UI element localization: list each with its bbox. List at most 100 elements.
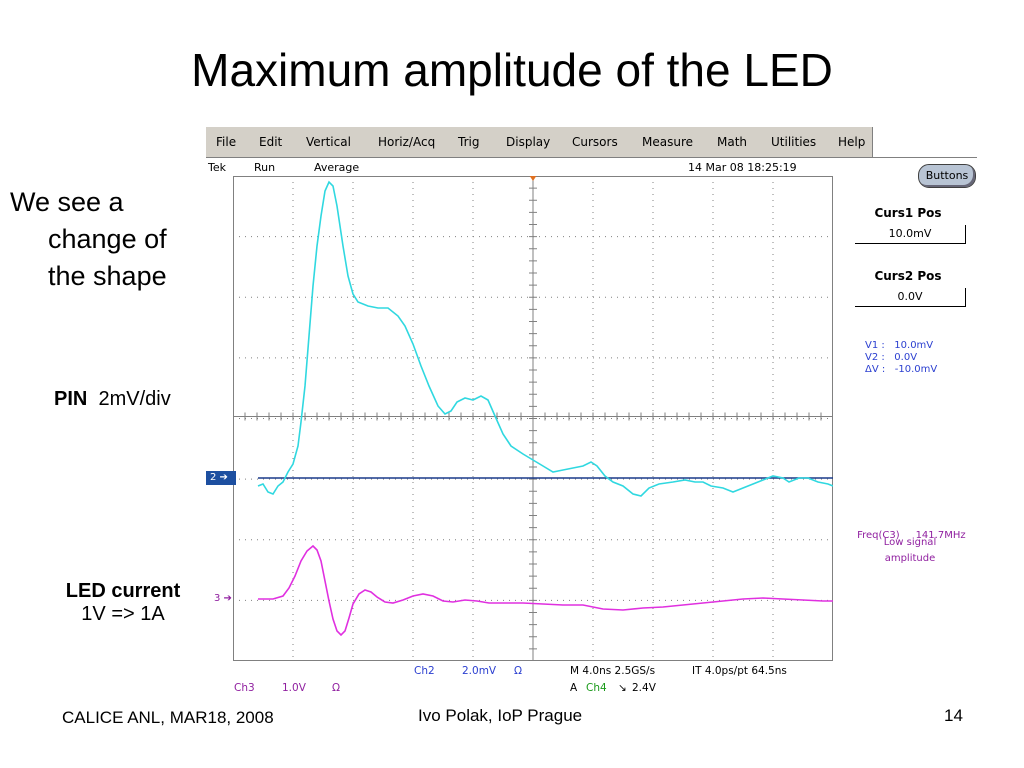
grid-dot (239, 478, 240, 480)
grid-dot (652, 386, 654, 387)
grid-dot (239, 296, 240, 298)
ch2-ground-marker[interactable]: 2 ➔ (206, 471, 236, 485)
grid-dot (557, 599, 558, 601)
grid-dot (712, 182, 714, 183)
grid-dot (815, 357, 816, 359)
grid-dot (311, 418, 312, 419)
grid-dot (472, 542, 474, 543)
grid-dot (292, 620, 294, 621)
grid-dot (731, 296, 732, 298)
menu-utilities[interactable]: Utilities (771, 135, 817, 149)
grid-dot (412, 560, 414, 561)
menu-help[interactable]: Help (838, 135, 866, 149)
grid-dot (491, 357, 492, 359)
grid-dot (592, 530, 594, 531)
grid-dot (599, 296, 600, 298)
grid-dot (329, 539, 330, 541)
grid-dot (412, 566, 414, 567)
grid-dot (772, 266, 774, 267)
grid-dot (371, 236, 372, 238)
grid-dot (592, 230, 594, 231)
grid-dot (412, 464, 414, 465)
grid-dot (773, 296, 774, 298)
grid-dot (653, 296, 654, 298)
grid-dot (412, 626, 414, 627)
grid-dot (652, 626, 654, 627)
grid-dot (352, 350, 354, 351)
grid-dot (352, 332, 354, 333)
grid-dot (767, 539, 768, 541)
grid-dot (767, 357, 768, 359)
menu-math[interactable]: Math (717, 135, 748, 149)
grid-dot (791, 418, 792, 419)
grid-dot (767, 599, 768, 601)
grid-dot (412, 602, 414, 603)
grid-dot (377, 539, 378, 541)
grid-dot (352, 302, 354, 303)
grid-dot (527, 478, 528, 480)
grid-dot (412, 524, 414, 525)
grid-dot (352, 422, 354, 423)
menu-trig[interactable]: Trig (458, 135, 480, 149)
grid-dot (311, 539, 312, 541)
grid-dot (263, 236, 264, 238)
grid-dot (629, 539, 630, 541)
grid-dot (581, 599, 582, 601)
curs1-value-field[interactable]: 10.0mV (855, 225, 966, 244)
menu-measure[interactable]: Measure (642, 135, 693, 149)
grid-dot (472, 206, 474, 207)
grid-dot (755, 357, 756, 359)
grid-dot (292, 344, 294, 345)
grid-dot (479, 296, 480, 298)
grid-dot (652, 380, 654, 381)
grid-dot (472, 572, 474, 573)
grid-dot (335, 599, 336, 601)
curs2-value-field[interactable]: 0.0V (855, 288, 966, 307)
grid-dot (352, 254, 354, 255)
grid-dot (652, 242, 654, 243)
grid-dot (605, 236, 606, 238)
grid-dot (809, 539, 810, 541)
menu-edit[interactable]: Edit (259, 135, 283, 149)
grid-dot (311, 478, 312, 480)
grid-dot (695, 236, 696, 238)
grid-dot (251, 236, 252, 238)
grid-dot (592, 464, 594, 465)
grid-dot (292, 434, 294, 435)
grid-dot (383, 296, 384, 298)
ch3-waveform (258, 544, 833, 637)
menu-cursors[interactable]: Cursors (572, 135, 618, 149)
grid-dot (412, 242, 414, 243)
grid-dot (292, 260, 294, 261)
grid-dot (592, 644, 594, 645)
grid-dot (515, 236, 516, 238)
buttons-button[interactable]: Buttons (918, 164, 976, 188)
menu-display[interactable]: Display (506, 135, 551, 149)
grid-dot (563, 478, 564, 480)
grid-dot (352, 620, 354, 621)
grid-dot (472, 278, 474, 279)
menu-file[interactable]: File (216, 135, 237, 149)
menu-horiz-acq[interactable]: Horiz/Acq (378, 135, 436, 149)
grid-dot (335, 418, 336, 419)
grid-dot (785, 296, 786, 298)
grid-dot (472, 404, 474, 405)
grid-dot (779, 357, 780, 359)
grid-dot (545, 599, 546, 601)
grid-dot (412, 452, 414, 453)
grid-dot (352, 494, 354, 495)
ch3-ground-marker[interactable]: 3 ➔ (214, 593, 232, 604)
grid-dot (665, 599, 666, 601)
grid-dot (712, 608, 714, 609)
grid-dot (472, 620, 474, 621)
grid-dot (755, 478, 756, 480)
grid-dot (791, 236, 792, 238)
grid-dot (712, 560, 714, 561)
note-line-1: We see a (10, 187, 124, 217)
grid-dot (412, 482, 414, 483)
grid-dot (592, 248, 594, 249)
menu-vertical[interactable]: Vertical (306, 135, 351, 149)
grid-dot (317, 478, 318, 480)
grid-dot (755, 539, 756, 541)
grid-dot (233, 357, 234, 359)
